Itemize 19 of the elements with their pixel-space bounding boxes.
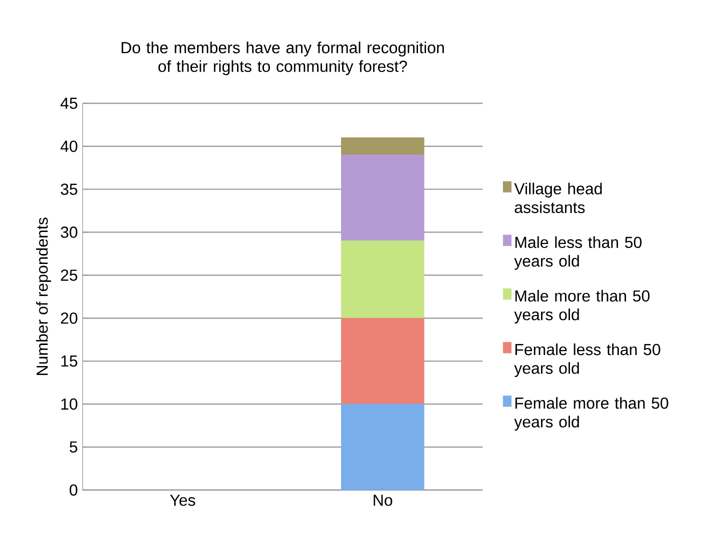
y-tick-label: 35 <box>60 184 78 195</box>
y-axis-title: Number of repondents <box>36 218 52 375</box>
y-tick-label: 0 <box>70 484 78 496</box>
legend-label: Female less than 50 years old <box>514 343 660 378</box>
legend-label: Male more than 50 years old <box>514 290 650 324</box>
legend-label: Village head assistants <box>514 182 602 214</box>
chart-title: Do the members have any formal recognition of their rights to community forest? <box>122 42 444 76</box>
y-tick-label: 30 <box>60 226 78 238</box>
y-tick-label: 5 <box>70 441 78 453</box>
x-tick-label: No <box>374 494 392 506</box>
legend-label: Male less than 50 years old <box>514 236 642 270</box>
y-tick-label: 45 <box>60 98 78 109</box>
y-tick-label: 20 <box>60 312 78 324</box>
y-tick-label: 25 <box>60 270 78 281</box>
y-tick-label: 15 <box>61 356 78 367</box>
legend-label: Female more than 50 years old <box>514 397 668 431</box>
y-tick-label: 40 <box>60 140 78 152</box>
y-tick-label: 10 <box>61 398 78 410</box>
x-tick-label: Yes <box>170 494 196 506</box>
